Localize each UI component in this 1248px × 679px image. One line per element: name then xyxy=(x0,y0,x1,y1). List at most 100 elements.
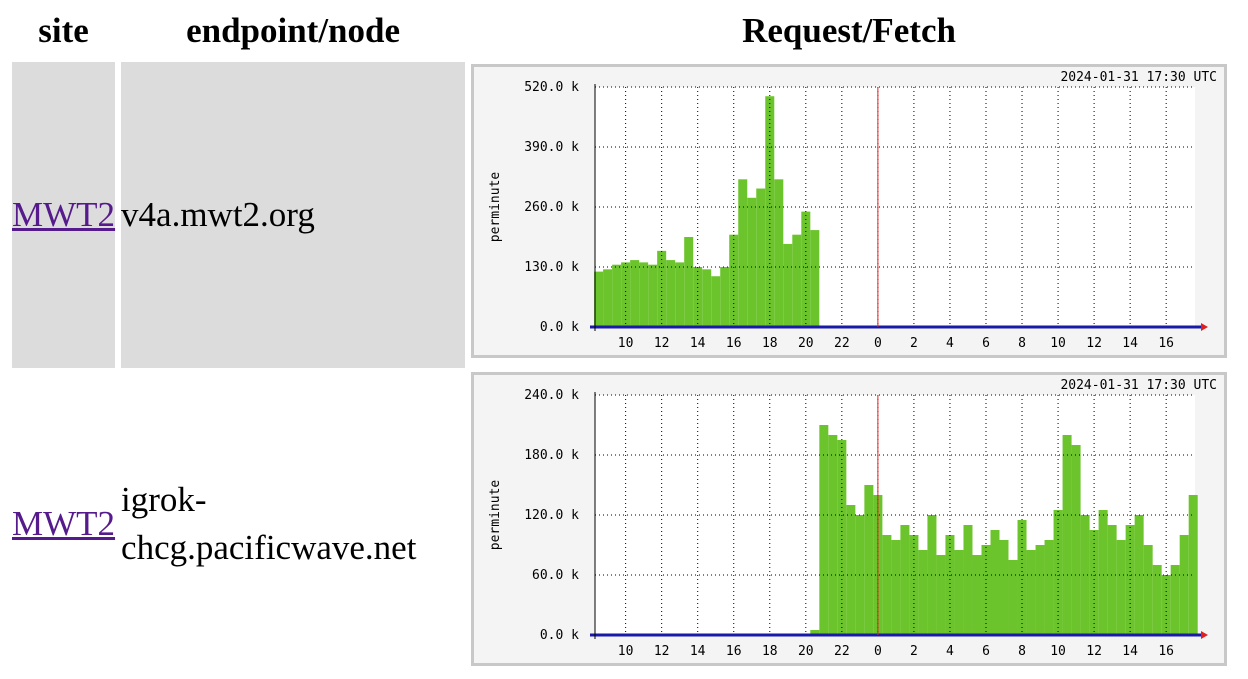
bar xyxy=(972,555,982,635)
bar xyxy=(1044,540,1054,635)
bar xyxy=(1188,495,1198,635)
y-tick-label: 0.0 k xyxy=(540,320,579,335)
x-tick-label: 0 xyxy=(874,336,882,351)
bar xyxy=(1143,545,1153,635)
timestamp: 2024-01-31 17:30 UTC xyxy=(1061,378,1218,393)
bar xyxy=(981,545,991,635)
x-tick-label: 14 xyxy=(690,644,706,659)
x-tick-label: 16 xyxy=(726,336,742,351)
bar xyxy=(1008,560,1018,635)
bar xyxy=(729,234,739,327)
column-header: endpoint/node xyxy=(186,11,401,50)
bar xyxy=(783,243,793,327)
bar xyxy=(828,435,838,635)
bar xyxy=(954,550,964,635)
x-tick-label: 4 xyxy=(946,336,954,351)
timestamp: 2024-01-31 17:30 UTC xyxy=(1061,70,1218,85)
y-tick-label: 120.0 k xyxy=(524,508,579,523)
bar xyxy=(1116,540,1126,635)
axis-arrow xyxy=(1201,631,1209,639)
bar xyxy=(936,555,946,635)
bar xyxy=(1161,575,1171,635)
axis-arrow xyxy=(1201,322,1209,331)
site-link[interactable]: MWT2 xyxy=(12,195,116,234)
x-tick-label: 20 xyxy=(798,336,814,351)
bar xyxy=(819,425,829,635)
x-tick-label: 12 xyxy=(1086,336,1102,351)
row: MWT2 v4a.mwt2.org 2024-01-31 17:30 UTC pe… xyxy=(12,62,1228,368)
x-tick-label: 22 xyxy=(834,336,850,351)
bar xyxy=(882,535,892,635)
x-tick-label: 8 xyxy=(1018,644,1026,659)
bar xyxy=(1026,550,1036,635)
bar xyxy=(801,211,811,327)
site-cell: MWT2 xyxy=(12,372,115,675)
x-tick-label: 6 xyxy=(982,336,990,351)
bar xyxy=(684,236,694,327)
x-tick-label: 16 xyxy=(1158,336,1174,351)
y-tick-label: 60.0 k xyxy=(532,568,579,583)
x-tick-label: 2 xyxy=(910,336,918,351)
bar xyxy=(1017,520,1027,635)
bar xyxy=(945,535,955,635)
bar xyxy=(792,234,802,327)
bar xyxy=(603,268,613,327)
bar xyxy=(909,535,919,635)
bar xyxy=(1089,530,1099,635)
bar xyxy=(1107,525,1117,635)
bar xyxy=(639,261,649,327)
column-header: site xyxy=(38,11,89,50)
x-tick-label: 18 xyxy=(762,336,778,351)
bar xyxy=(810,630,820,635)
bar xyxy=(621,261,631,327)
bar xyxy=(1062,435,1072,635)
x-tick-label: 10 xyxy=(618,644,634,659)
x-tick-label: 8 xyxy=(1018,336,1026,351)
bar xyxy=(918,550,928,635)
y-axis-label: perminute xyxy=(488,480,503,551)
bar xyxy=(675,261,685,327)
y-tick-label: 0.0 k xyxy=(540,628,579,643)
bar xyxy=(594,271,604,327)
site-cell: MWT2 xyxy=(12,62,116,368)
bar xyxy=(693,266,703,327)
endpoint-cell: v4a.mwt2.org xyxy=(121,62,466,368)
bar xyxy=(1071,445,1081,635)
chart-cell: 2024-01-31 17:30 UTC perminute 0.0 k 60.0 k… xyxy=(471,372,1228,675)
bar xyxy=(774,178,784,327)
x-tick-label: 14 xyxy=(1122,644,1138,659)
bar xyxy=(1098,510,1108,635)
bar xyxy=(810,229,820,327)
bar xyxy=(837,440,847,635)
bar xyxy=(657,250,667,327)
bar xyxy=(1053,510,1063,635)
x-tick-label: 6 xyxy=(982,644,990,659)
y-axis-label: perminute xyxy=(488,171,503,242)
x-tick-label: 12 xyxy=(654,644,670,659)
bar xyxy=(864,485,874,635)
bar xyxy=(702,268,712,327)
x-tick-label: 14 xyxy=(690,336,706,351)
bar xyxy=(630,259,640,327)
site-link[interactable]: MWT2 xyxy=(12,503,116,543)
x-tick-label: 12 xyxy=(654,336,670,351)
bar xyxy=(846,505,856,635)
x-tick-label: 16 xyxy=(1158,644,1174,659)
y-tick-label: 130.0 k xyxy=(524,260,579,275)
bar xyxy=(990,530,1000,635)
x-tick-label: 10 xyxy=(1050,644,1066,659)
chart: 2024-01-31 17:30 UTC perminute 0.0 k 130.0 … xyxy=(471,63,1228,358)
results-table: site endpoint/node Request/Fetch MWT2 v4… xyxy=(6,0,1233,679)
bar xyxy=(1035,545,1045,635)
x-tick-label: 10 xyxy=(1050,336,1066,351)
x-tick-label: 10 xyxy=(618,336,634,351)
x-tick-label: 18 xyxy=(762,644,778,659)
bar xyxy=(1179,535,1189,635)
y-tick-label: 180.0 k xyxy=(524,448,579,463)
x-tick-label: 14 xyxy=(1122,336,1138,351)
x-tick-label: 22 xyxy=(834,644,850,659)
bar xyxy=(738,178,748,327)
bar xyxy=(900,525,910,635)
bar xyxy=(963,525,973,635)
chart-cell: 2024-01-31 17:30 UTC perminute 0.0 k 130.0 … xyxy=(471,62,1228,368)
